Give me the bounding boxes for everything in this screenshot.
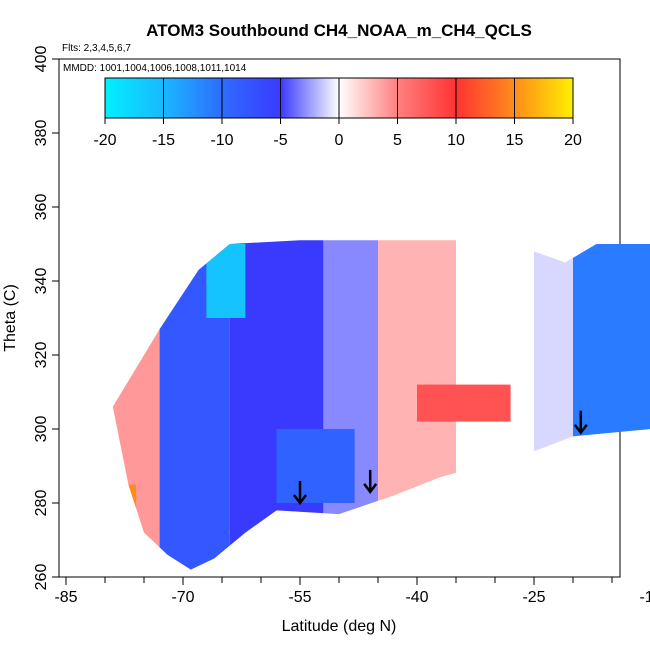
y-tick-label: 400 (33, 46, 50, 73)
flights-note: Flts: 2,3,4,5,6,7 (62, 43, 131, 54)
colorbar-tick-label: 0 (335, 132, 344, 149)
tropopause-markers (293, 410, 588, 506)
arrow-head (293, 494, 307, 506)
y-tick-label: 280 (33, 490, 50, 517)
x-tick-label: -10 (639, 589, 650, 606)
x-tick-label: -40 (405, 589, 428, 606)
y-axis: 260 280 300 320 340 360 380 400 (33, 46, 59, 591)
x-tick-label: -55 (288, 589, 311, 606)
heatmap-patch (276, 429, 355, 503)
y-tick-label: 380 (33, 120, 50, 147)
colorbar-tick-label: 10 (447, 132, 465, 149)
y-tick-label: 260 (33, 564, 50, 591)
tropopause-arrow (363, 469, 378, 494)
y-axis-label: Theta (C) (2, 284, 19, 352)
colorbar-tick-label: -20 (93, 132, 116, 149)
colorbar: -20 -15 -10 -5 0 5 10 15 20 (93, 77, 582, 149)
arrow-head (363, 483, 378, 494)
heatmap-band (378, 240, 456, 570)
heatmap-patch (112, 484, 137, 540)
colorbar-ticks: -20 -15 -10 -5 0 5 10 15 20 (93, 78, 582, 149)
colorbar-tick-label: 15 (506, 132, 524, 149)
y-tick-label: 340 (33, 268, 50, 295)
colorbar-tick-label: -5 (273, 132, 287, 149)
x-axis-label: Latitude (deg N) (282, 618, 397, 635)
x-tick-label: -70 (171, 589, 194, 606)
y-tick-label: 300 (33, 416, 50, 443)
dates-note: MMDD: 1001,1004,1006,1008,1011,1014 (63, 63, 247, 74)
colorbar-tick-label: 20 (564, 132, 582, 149)
heatmap-patch (417, 384, 511, 422)
colorbar-tick-label: -10 (210, 132, 233, 149)
y-tick-label: 360 (33, 194, 50, 221)
x-tick-label: -85 (54, 589, 77, 606)
chart-title: ATOM3 Southbound CH4_NOAA_m_CH4_QCLS (146, 21, 532, 40)
y-tick-label: 320 (33, 342, 50, 369)
tropopause-arrow (573, 410, 588, 435)
colorbar-tick-label: 5 (393, 132, 402, 149)
colorbar-tick-label: -15 (152, 132, 175, 149)
arrow-head (573, 423, 588, 435)
heatmap-patch (206, 244, 246, 318)
x-axis: -85-70-55-40-25-1051530456075 (54, 577, 650, 606)
tropopause-arrow (293, 481, 307, 506)
heatmap-band (573, 240, 650, 570)
x-tick-label: -25 (522, 589, 545, 606)
